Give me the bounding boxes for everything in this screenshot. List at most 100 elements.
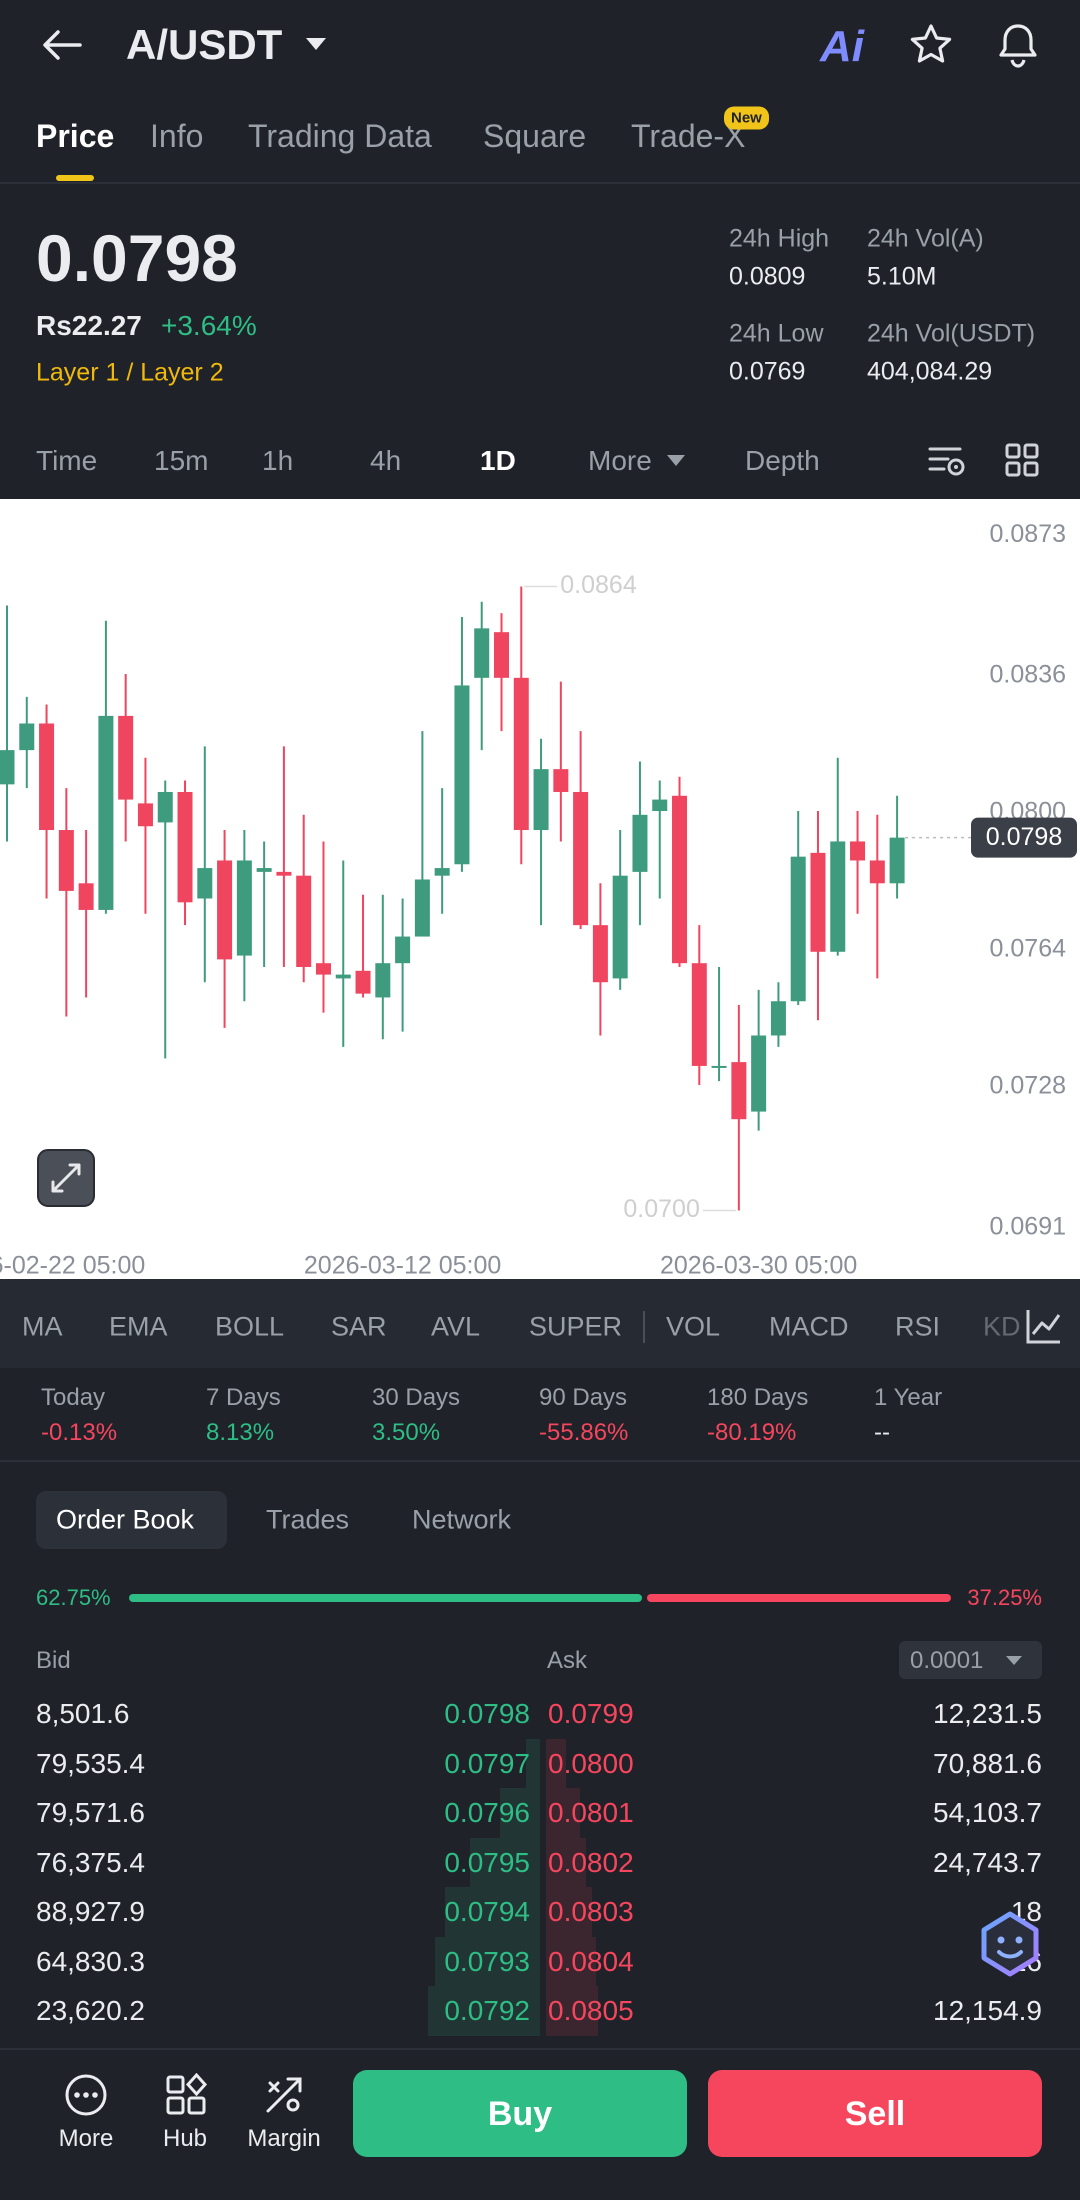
performance-value: 8.13% [206,1419,275,1446]
tab[interactable]: Price [36,118,115,154]
assistant-button[interactable] [972,1906,1048,1982]
tab[interactable]: Trading Data [248,118,432,154]
new-badge: New [724,106,769,130]
candle-body [869,860,885,884]
nav-label[interactable]: Margin [247,2125,321,2152]
candle-body [632,814,648,872]
bid-ratio-bar [129,1594,642,1602]
performance-label: 7 Days [206,1384,281,1411]
bid-amount: 8,501.6 [36,1698,130,1729]
candle-body [157,791,173,823]
ai-button[interactable]: Ai [820,22,864,71]
nav-label[interactable]: Hub [162,2125,208,2152]
candle-body [889,837,905,884]
divider [0,1460,1080,1462]
category-tags[interactable]: Layer 1 / Layer 2 [36,358,224,387]
ask-amount: 70,881.6 [933,1747,1042,1779]
chart-settings-button[interactable] [926,443,968,479]
notification-button[interactable] [994,20,1042,70]
candle-body [197,868,213,899]
candle-body [770,1001,786,1036]
candle-body [672,795,688,964]
indicator-tab[interactable]: BOLL [215,1311,285,1342]
indicator-tab[interactable]: KD [983,1311,1021,1342]
ask-price: 0.0804 [548,1945,634,1977]
indicator-tab[interactable]: VOL [666,1311,721,1342]
bid-depth [526,1738,540,1789]
candle-body [850,841,866,861]
timeframe[interactable]: 1h [262,445,294,476]
favorite-button[interactable] [908,22,954,68]
orderbook-tab[interactable]: Trades [266,1504,350,1535]
indicator-tab[interactable]: SAR [331,1311,387,1342]
indicator-tab[interactable]: MA [22,1311,63,1342]
bid-amount: 88,927.9 [36,1896,145,1927]
bid-depth [500,1788,540,1838]
ask-header: Ask [547,1647,588,1674]
nav-label[interactable]: More [58,2125,114,2152]
timeframe[interactable]: Depth [745,445,820,476]
layout-button[interactable] [1004,442,1040,478]
hub-icon[interactable] [164,2073,208,2117]
candle-body [810,852,826,952]
candle-body [573,791,589,926]
timeframe[interactable]: More [588,445,652,476]
candle-body [533,769,549,831]
indicator-tab[interactable]: MACD [769,1311,849,1342]
orderbook-tab[interactable]: Order Book [56,1504,195,1535]
bid-ratio-label: 62.75% [36,1585,111,1610]
indicator-tab[interactable]: SUPER [529,1311,623,1342]
timeframe[interactable]: 1D [480,445,516,476]
performance-label: 1 Year [874,1384,943,1411]
ask-amount: 12,231.5 [933,1698,1042,1729]
indicator-settings-button[interactable] [1024,1306,1064,1346]
performance-label: 180 Days [707,1384,809,1411]
margin-icon[interactable] [262,2073,306,2117]
timeframe[interactable]: Time [36,445,98,476]
candle-body [217,860,233,960]
orderbook-tab[interactable]: Network [412,1504,512,1535]
buy-label[interactable]: Buy [487,2095,553,2133]
candle-body [335,974,351,979]
tab[interactable]: Info [150,118,204,154]
x-tick-label: 2026-02-22 05:00 [0,1252,145,1279]
timeframe[interactable]: 15m [154,445,209,476]
sell-label[interactable]: Sell [844,2095,906,2133]
pair-dropdown[interactable] [304,36,328,52]
price-change: +3.64% [161,310,257,341]
candle-body [0,750,15,785]
ask-depth [546,1837,586,1888]
candle-body [592,925,608,983]
expand-button[interactable] [37,1149,95,1207]
bid-header: Bid [36,1647,71,1674]
performance-value: -0.13% [41,1419,118,1446]
timeframe[interactable]: 4h [370,445,402,476]
pair-title[interactable]: A/USDT [126,21,283,68]
candle-body [315,963,331,975]
y-tick-label: 0.0836 [990,661,1066,689]
indicator-tab[interactable]: AVL [431,1311,481,1342]
bid-price: 0.0792 [444,1995,530,2026]
indicator-tab[interactable]: EMA [109,1311,168,1342]
candle-body [830,841,846,952]
more-icon[interactable] [64,2073,108,2117]
candle-body [256,868,272,872]
bid-amount: 79,535.4 [36,1747,145,1779]
bid-amount: 76,375.4 [36,1846,145,1878]
candle-body [494,632,509,678]
indicator-tab[interactable]: RSI [895,1311,941,1342]
chart-panel: 0.06910.07280.07640.08000.08360.08732026… [0,499,1080,1279]
candle-body [296,875,312,967]
performance-label: Today [41,1384,106,1411]
bid-price: 0.0798 [444,1698,530,1729]
sell-button[interactable] [708,2070,1042,2157]
back-button[interactable] [40,27,84,63]
tab[interactable]: Square [483,118,587,154]
candle-body [434,868,450,876]
buy-button[interactable] [353,2070,687,2157]
candle-body [39,723,55,831]
separator [643,1311,645,1343]
ask-price: 0.0802 [548,1846,634,1878]
precision-value[interactable]: 0.0001 [910,1647,984,1674]
